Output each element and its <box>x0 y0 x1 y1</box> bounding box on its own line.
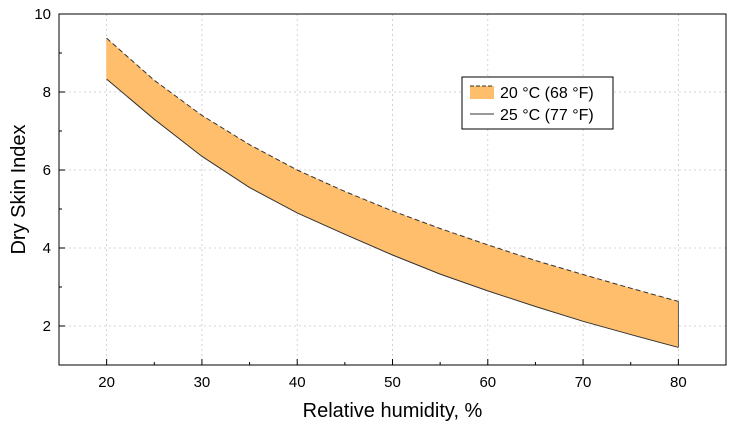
y-tick-label-8: 8 <box>43 84 51 101</box>
y-tick-label-10: 10 <box>34 6 51 23</box>
series-line-20c <box>106 37 679 302</box>
series-lines <box>106 37 679 348</box>
x-tick-label-70: 70 <box>575 374 592 391</box>
x-tick-label-30: 30 <box>194 374 211 391</box>
band-fill <box>106 38 679 348</box>
x-tick-label-50: 50 <box>384 374 401 391</box>
legend-box <box>461 76 614 130</box>
series-line-25c <box>106 78 679 348</box>
tick-labels: 20 30 40 50 60 70 80 2 4 6 8 10 <box>34 6 686 391</box>
y-tick-label-2: 2 <box>43 318 51 335</box>
y-axis-title: Dry Skin Index <box>8 124 30 254</box>
x-tick-label-60: 60 <box>479 374 496 391</box>
x-tick-label-80: 80 <box>670 374 687 391</box>
y-tick-label-6: 6 <box>43 162 51 179</box>
legend-label-20c: 20 °C (68 °F) <box>500 85 594 102</box>
legend: 20 °C (68 °F) 25 °C (77 °F) <box>461 76 614 130</box>
legend-label-25c: 25 °C (77 °F) <box>500 107 594 124</box>
x-tick-label-20: 20 <box>98 374 115 391</box>
legend-swatch-20c <box>470 86 494 99</box>
y-tick-label-4: 4 <box>43 240 51 257</box>
data-band <box>106 38 679 348</box>
x-tick-label-40: 40 <box>289 374 306 391</box>
axis-ticks <box>59 13 679 366</box>
x-axis-title: Relative humidity, % <box>303 400 483 422</box>
